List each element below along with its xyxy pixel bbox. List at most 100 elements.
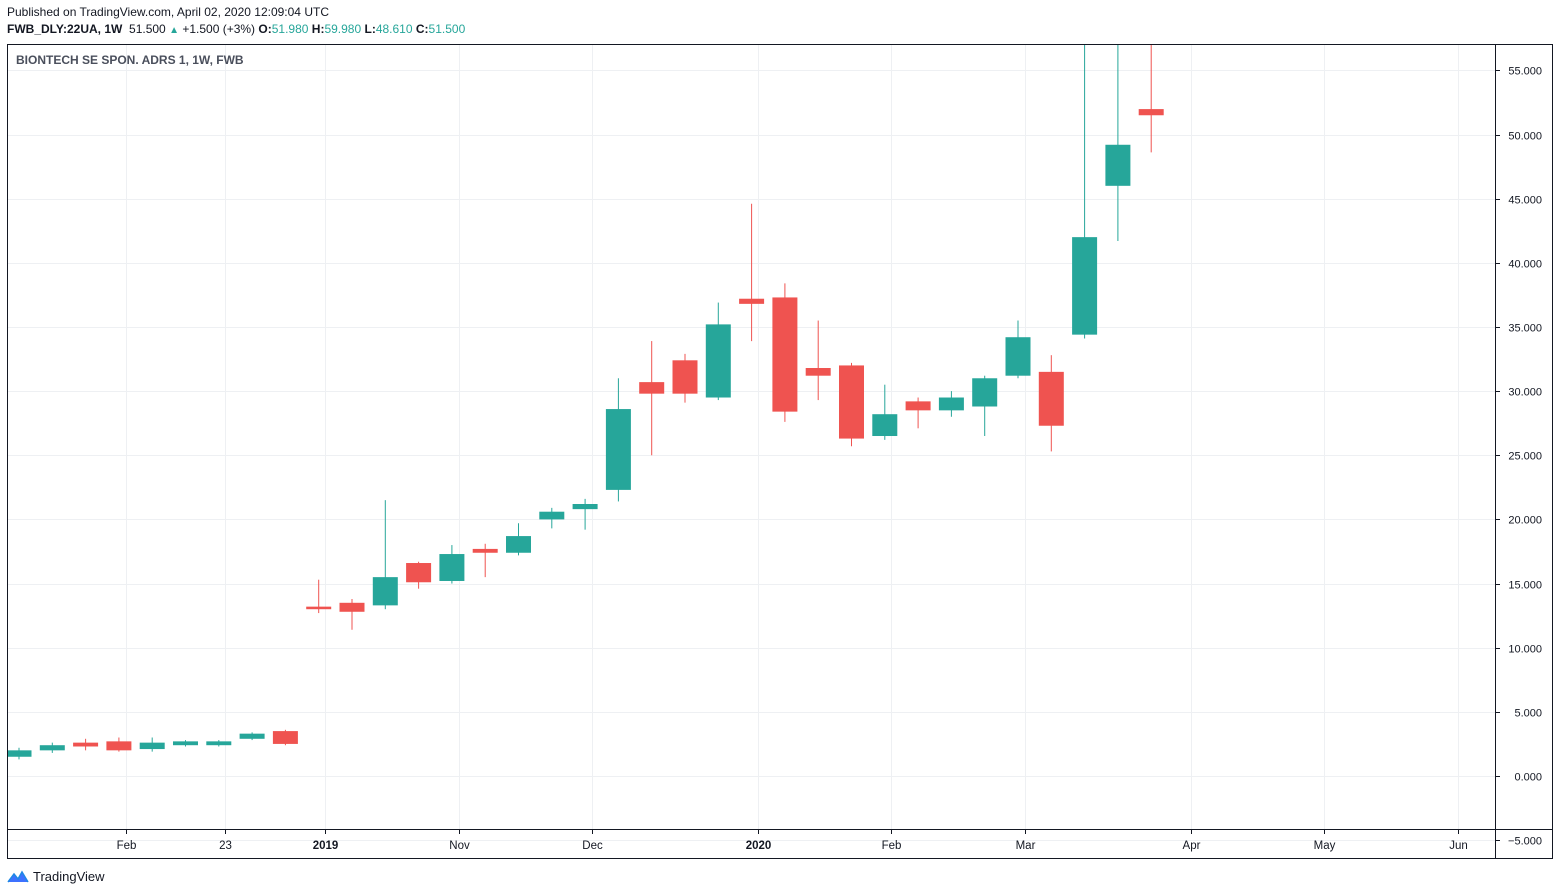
candle-body (173, 741, 198, 746)
candle[interactable] (772, 283, 798, 422)
candle-body (1105, 144, 1131, 186)
candle[interactable] (272, 729, 298, 746)
low-label: L: (364, 22, 376, 36)
candle[interactable] (705, 302, 731, 401)
candle[interactable] (306, 579, 332, 614)
published-line: Published on TradingView.com, April 02, … (7, 5, 329, 19)
candle[interactable] (739, 203, 765, 342)
open-value: 51.980 (271, 22, 309, 36)
candle-body (639, 382, 665, 394)
candle[interactable] (139, 737, 165, 752)
candle-body (406, 563, 432, 583)
candle[interactable] (39, 742, 65, 753)
x-tick-label: 2019 (313, 840, 339, 852)
candle[interactable] (539, 507, 565, 529)
candle[interactable] (1105, 0, 1131, 241)
candle[interactable] (6, 747, 32, 760)
y-tick-label: 0.000 (1514, 772, 1542, 784)
candle[interactable] (872, 384, 898, 440)
x-tick-label: Apr (1183, 840, 1201, 852)
y-tick-label: 5.000 (1514, 708, 1542, 720)
symbol-name[interactable]: FWB_DLY:22UA, 1W (7, 22, 123, 36)
y-tick-label: 15.000 (1508, 580, 1542, 592)
y-tick-label: 55.000 (1508, 66, 1542, 78)
candle[interactable] (472, 543, 498, 578)
candle-body (938, 397, 964, 411)
candle-body (972, 378, 998, 407)
candle[interactable] (206, 740, 232, 747)
candle[interactable] (439, 545, 465, 584)
candle[interactable] (639, 341, 665, 456)
tradingview-brand-text: TradingView (33, 869, 105, 884)
candle-body (39, 745, 65, 751)
candle-body (739, 298, 765, 304)
candle-body (872, 414, 898, 437)
y-tick-label: 45.000 (1508, 195, 1542, 207)
candle[interactable] (938, 391, 964, 417)
candle[interactable] (239, 732, 265, 741)
candle-body (772, 297, 798, 412)
candle[interactable] (173, 740, 198, 747)
y-tick-label: 35.000 (1508, 323, 1542, 335)
candle[interactable] (73, 738, 99, 751)
candle[interactable] (972, 375, 998, 437)
candle[interactable] (1072, 0, 1098, 339)
candle-body (839, 365, 864, 439)
candle-body (439, 554, 465, 581)
x-tick-label: May (1314, 840, 1336, 852)
candle-body (1005, 337, 1031, 376)
candle[interactable] (672, 353, 698, 403)
candle[interactable] (805, 320, 831, 401)
candle-body (705, 324, 731, 398)
y-tick-label: 30.000 (1508, 387, 1542, 399)
candle-body (472, 548, 498, 553)
tradingview-logo-icon (7, 870, 29, 882)
candle-body (6, 750, 32, 757)
x-tick-label: Dec (582, 840, 603, 852)
candle[interactable] (905, 397, 931, 429)
tradingview-logo[interactable]: TradingView (7, 869, 105, 884)
x-tick-label: Jun (1449, 840, 1468, 852)
candle-body (306, 606, 332, 610)
candle[interactable] (372, 500, 398, 610)
x-tick-label: Mar (1016, 840, 1036, 852)
candle-body (73, 742, 99, 747)
candle[interactable] (339, 598, 365, 630)
candle[interactable] (506, 523, 531, 556)
y-tick-label: 20.000 (1508, 515, 1542, 527)
time-axis: Feb 23 2019 Nov Dec 2020 Feb Mar Apr May Jun (117, 829, 1468, 852)
symbol-info-line: FWB_DLY:22UA, 1W 51.500 ▲ +1.500 (+3%) O… (7, 22, 465, 36)
x-tick-label: Feb (882, 840, 902, 852)
x-tick-label: 2020 (746, 840, 772, 852)
y-tick-label: 25.000 (1508, 451, 1542, 463)
candle-body (506, 536, 531, 553)
x-tick-label: 23 (219, 840, 232, 852)
candle[interactable] (406, 561, 432, 589)
open-label: O: (258, 22, 272, 36)
candle[interactable] (106, 737, 132, 752)
candle-body (339, 602, 365, 612)
candles (6, 0, 1164, 760)
up-arrow-icon: ▲ (169, 25, 179, 36)
y-tick-label: 40.000 (1508, 259, 1542, 271)
candle[interactable] (605, 378, 631, 502)
chart-border (7, 44, 1553, 859)
candle-body (272, 731, 298, 744)
chart-frame[interactable]: 110.000105.000100.00095.00090.00085.0008… (6, 0, 1553, 859)
candle-body (372, 577, 398, 606)
candle-body (1138, 109, 1164, 116)
candle-body (1038, 371, 1064, 426)
candle-body (805, 368, 831, 376)
price-change: +1.500 (+3%) (182, 22, 256, 36)
candle-body (1072, 237, 1098, 335)
candle[interactable] (839, 362, 864, 447)
candle[interactable] (1038, 355, 1064, 452)
candle[interactable] (1005, 320, 1031, 379)
candle[interactable] (572, 498, 598, 530)
candle[interactable] (1138, 6, 1164, 153)
price-axis: 110.000105.000100.00095.00090.00085.0008… (1495, 2, 1542, 848)
high-value: 59.980 (324, 22, 362, 36)
candle-body (905, 401, 931, 411)
candlestick-chart[interactable]: 110.000105.000100.00095.00090.00085.0008… (6, 0, 1553, 859)
last-price: 51.500 (129, 22, 166, 36)
